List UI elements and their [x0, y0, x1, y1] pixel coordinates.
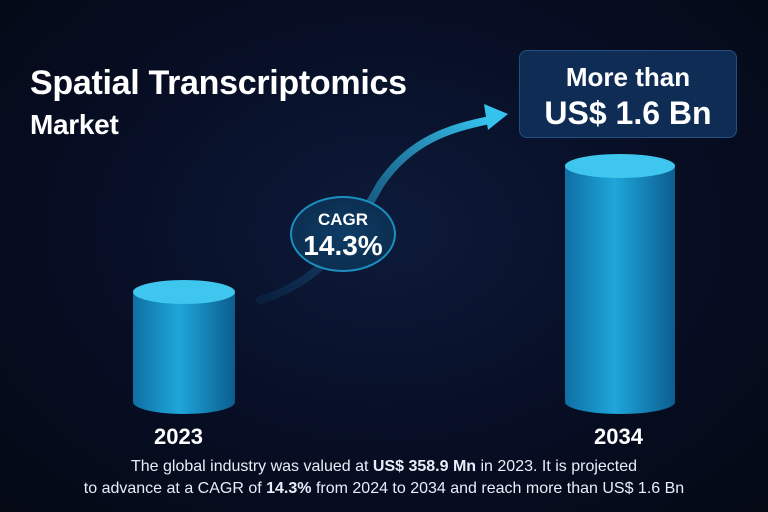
callout-line-1: More than — [565, 62, 691, 92]
cagr-label: CAGR — [317, 210, 369, 229]
description-line-1: The global industry was valued at US$ 35… — [130, 458, 638, 475]
forecast-value-callout: More than US$ 1.6 Bn — [519, 50, 737, 138]
description-line-2: to advance at a CAGR of 14.3% from 2024 … — [83, 480, 685, 497]
title-line-1: Spatial Transcriptomics — [30, 64, 407, 102]
chart-title: Spatial Transcriptomics Market — [30, 62, 407, 146]
cagr-value: 14.3% — [303, 230, 383, 261]
bar-2023 — [133, 280, 235, 414]
title-line-2: Market — [30, 109, 119, 140]
bar-2034 — [565, 154, 675, 414]
callout-line-2: US$ 1.6 Bn — [544, 95, 712, 131]
growth-arrow — [256, 116, 494, 304]
bar-top — [133, 280, 235, 304]
bar-body — [565, 166, 675, 414]
bar-body — [133, 292, 235, 414]
cagr-badge: CAGR 14.3% — [290, 196, 396, 272]
bar-top — [565, 154, 675, 178]
description-text: The global industry was valued at US$ 35… — [0, 456, 768, 500]
arrow-head-icon — [484, 104, 508, 130]
tick-label-2023: 2023 — [154, 424, 203, 449]
tick-label-2034: 2034 — [594, 424, 643, 449]
